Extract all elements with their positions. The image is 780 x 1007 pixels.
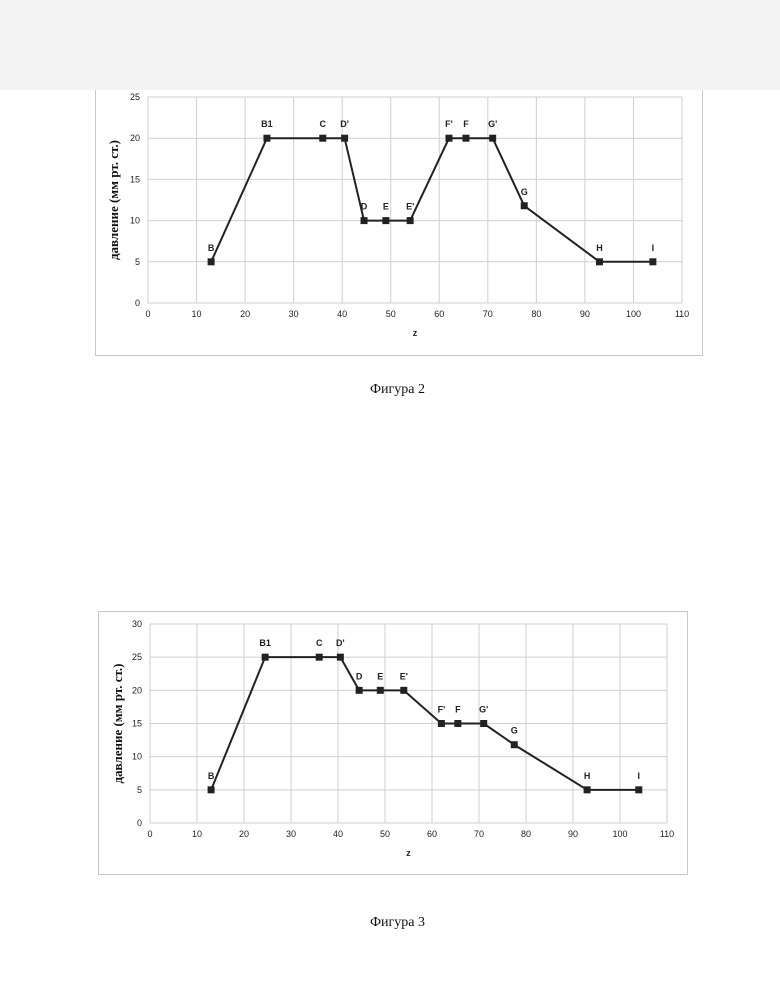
data-point-label: B1 bbox=[259, 638, 271, 648]
y-tick-label: 25 bbox=[132, 652, 142, 662]
data-point-label: C bbox=[316, 638, 323, 648]
data-point-marker bbox=[400, 687, 407, 694]
x-tick-label: 30 bbox=[286, 829, 296, 839]
data-point-marker bbox=[635, 786, 642, 793]
y-tick-label: 20 bbox=[132, 685, 142, 695]
x-axis-title: z bbox=[406, 848, 411, 858]
x-tick-label: 0 bbox=[147, 829, 152, 839]
data-point-label: G bbox=[511, 726, 518, 736]
data-point-marker bbox=[208, 786, 215, 793]
y-tick-label: 15 bbox=[132, 719, 142, 729]
x-tick-label: 50 bbox=[380, 829, 390, 839]
x-tick-label: 60 bbox=[427, 829, 437, 839]
data-point-label: F bbox=[455, 705, 461, 715]
data-point-marker bbox=[337, 654, 344, 661]
data-point-label: B bbox=[208, 771, 215, 781]
data-point-label: D' bbox=[336, 638, 345, 648]
data-point-marker bbox=[316, 654, 323, 661]
data-point-label: I bbox=[638, 771, 641, 781]
x-tick-label: 80 bbox=[521, 829, 531, 839]
data-point-label: H bbox=[584, 771, 591, 781]
data-point-marker bbox=[377, 687, 384, 694]
data-point-label: G' bbox=[479, 705, 488, 715]
data-point-label: D bbox=[356, 671, 363, 681]
x-tick-label: 70 bbox=[474, 829, 484, 839]
data-point-label: F' bbox=[438, 705, 446, 715]
data-point-marker bbox=[584, 786, 591, 793]
figure-3-caption: Фигура 3 bbox=[370, 915, 425, 931]
x-tick-label: 40 bbox=[333, 829, 343, 839]
data-point-marker bbox=[454, 720, 461, 727]
data-point-marker bbox=[480, 720, 487, 727]
x-tick-label: 90 bbox=[568, 829, 578, 839]
y-axis-title: давление (мм рт. ст.) bbox=[110, 663, 125, 783]
x-tick-label: 10 bbox=[192, 829, 202, 839]
data-point-marker bbox=[511, 741, 518, 748]
data-point-label: E' bbox=[400, 671, 408, 681]
y-tick-label: 30 bbox=[132, 619, 142, 629]
x-tick-label: 100 bbox=[612, 829, 627, 839]
x-tick-label: 110 bbox=[660, 829, 674, 839]
x-tick-label: 20 bbox=[239, 829, 249, 839]
data-point-marker bbox=[438, 720, 445, 727]
y-tick-label: 5 bbox=[137, 785, 142, 795]
data-point-marker bbox=[356, 687, 363, 694]
y-tick-label: 0 bbox=[137, 818, 142, 828]
data-point-marker bbox=[262, 654, 269, 661]
y-tick-label: 10 bbox=[132, 752, 142, 762]
data-point-label: E bbox=[377, 671, 383, 681]
